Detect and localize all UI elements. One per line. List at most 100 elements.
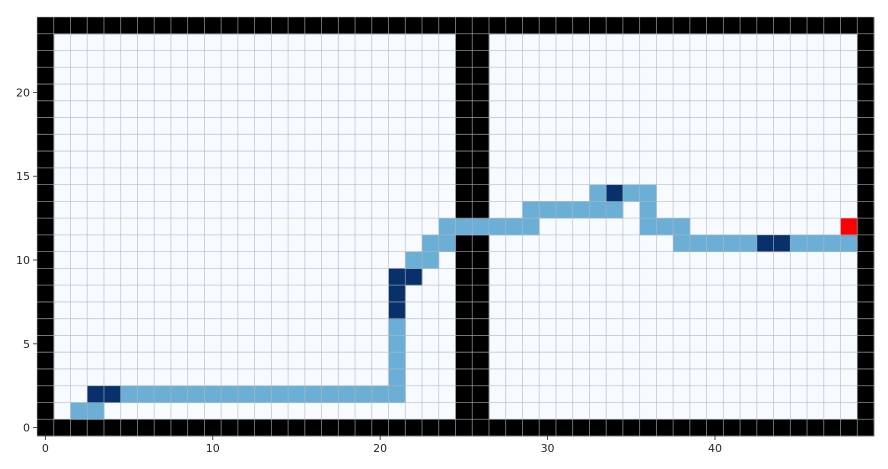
wall-cell [103,17,122,35]
wall-cell [455,352,473,370]
wall-cell [37,402,55,420]
wall-cell [857,419,875,437]
wall-cell [137,17,155,35]
wall-cell [857,33,875,51]
wall-cell [472,67,490,85]
wall-cell [455,17,473,35]
wall-cell [455,117,473,135]
wall-cell [572,419,590,437]
path-cell [321,385,339,403]
wall-cell [187,419,205,437]
wall-cell [53,17,71,35]
wall-cell [455,301,473,320]
wall-cell [472,251,490,269]
wall-cell [405,17,423,35]
wall-cell [338,419,356,437]
wall-cell [472,184,490,202]
wall-cell [371,17,389,35]
wall-cell [37,251,55,269]
wall-cell [522,17,540,35]
path-cell [422,251,440,269]
x-tick-label: 20 [373,442,387,455]
wall-cell [472,167,490,185]
path-cell [639,201,657,219]
path-cell [639,218,657,236]
path-cell [539,201,557,219]
wall-cell [455,318,473,336]
wall-cell [37,117,55,135]
wall-cell [405,419,423,437]
wall-cell [857,50,875,68]
wall-cell [505,17,523,35]
wall-cell [857,268,875,286]
wall-cell [304,419,322,437]
path-cell [522,218,540,236]
wall-cell [37,352,55,370]
wall-cell [455,419,473,437]
wall-cell [673,419,691,437]
wall-cell [857,301,875,320]
wall-cell [221,17,239,35]
wall-cell [355,17,373,35]
wall-cell [87,419,105,437]
wall-cell [455,234,473,253]
path-cell [622,184,641,202]
wall-cell [539,17,557,35]
wall-cell [120,17,138,35]
wall-cell [422,17,440,35]
wall-cell [204,419,222,437]
wall-cell [472,385,490,403]
path-cell [656,218,674,236]
wall-cell [455,184,473,202]
wall-cell [37,218,55,236]
wall-cell [472,352,490,370]
wall-cell [37,151,55,169]
wall-cell [472,402,490,420]
path-cell [405,251,423,269]
wall-cell [606,17,624,35]
wall-cell [187,17,205,35]
wall-cell [455,151,473,169]
wall-cell [70,419,88,437]
wall-cell [622,17,641,35]
wall-cell [70,17,88,35]
y-tick-label: 5 [23,338,30,351]
wall-cell [773,419,791,437]
y-tick-label: 15 [16,170,30,183]
wall-cell [37,134,55,152]
wall-cell [321,419,339,437]
wall-cell [472,234,490,253]
wall-cell [37,285,55,303]
wall-cell [338,17,356,35]
wall-cell [857,84,875,102]
wall-cell [472,268,490,286]
wall-cell [254,419,272,437]
path-cell [288,385,306,403]
wall-cell [455,268,473,286]
wall-cell [355,419,373,437]
wall-cell [706,17,724,35]
path-cell [388,368,406,387]
path-cell [706,234,724,253]
wall-cell [472,318,490,336]
wall-cell [37,50,55,68]
wall-cell [37,385,55,403]
wall-cell [555,17,574,35]
path-cell [388,352,406,370]
y-tick-label: 0 [23,422,30,435]
wall-cell [455,100,473,118]
y-tick-label: 10 [16,254,30,267]
wall-cell [37,17,55,35]
path-cell [673,234,691,253]
path-dark-cell [388,285,406,303]
path-cell [271,385,289,403]
wall-cell [472,301,490,320]
path-cell [522,201,540,219]
wall-cell [455,134,473,152]
wall-cell [37,318,55,336]
wall-cell [170,419,189,437]
path-cell [639,184,657,202]
wall-cell [823,17,841,35]
wall-cell [857,100,875,118]
